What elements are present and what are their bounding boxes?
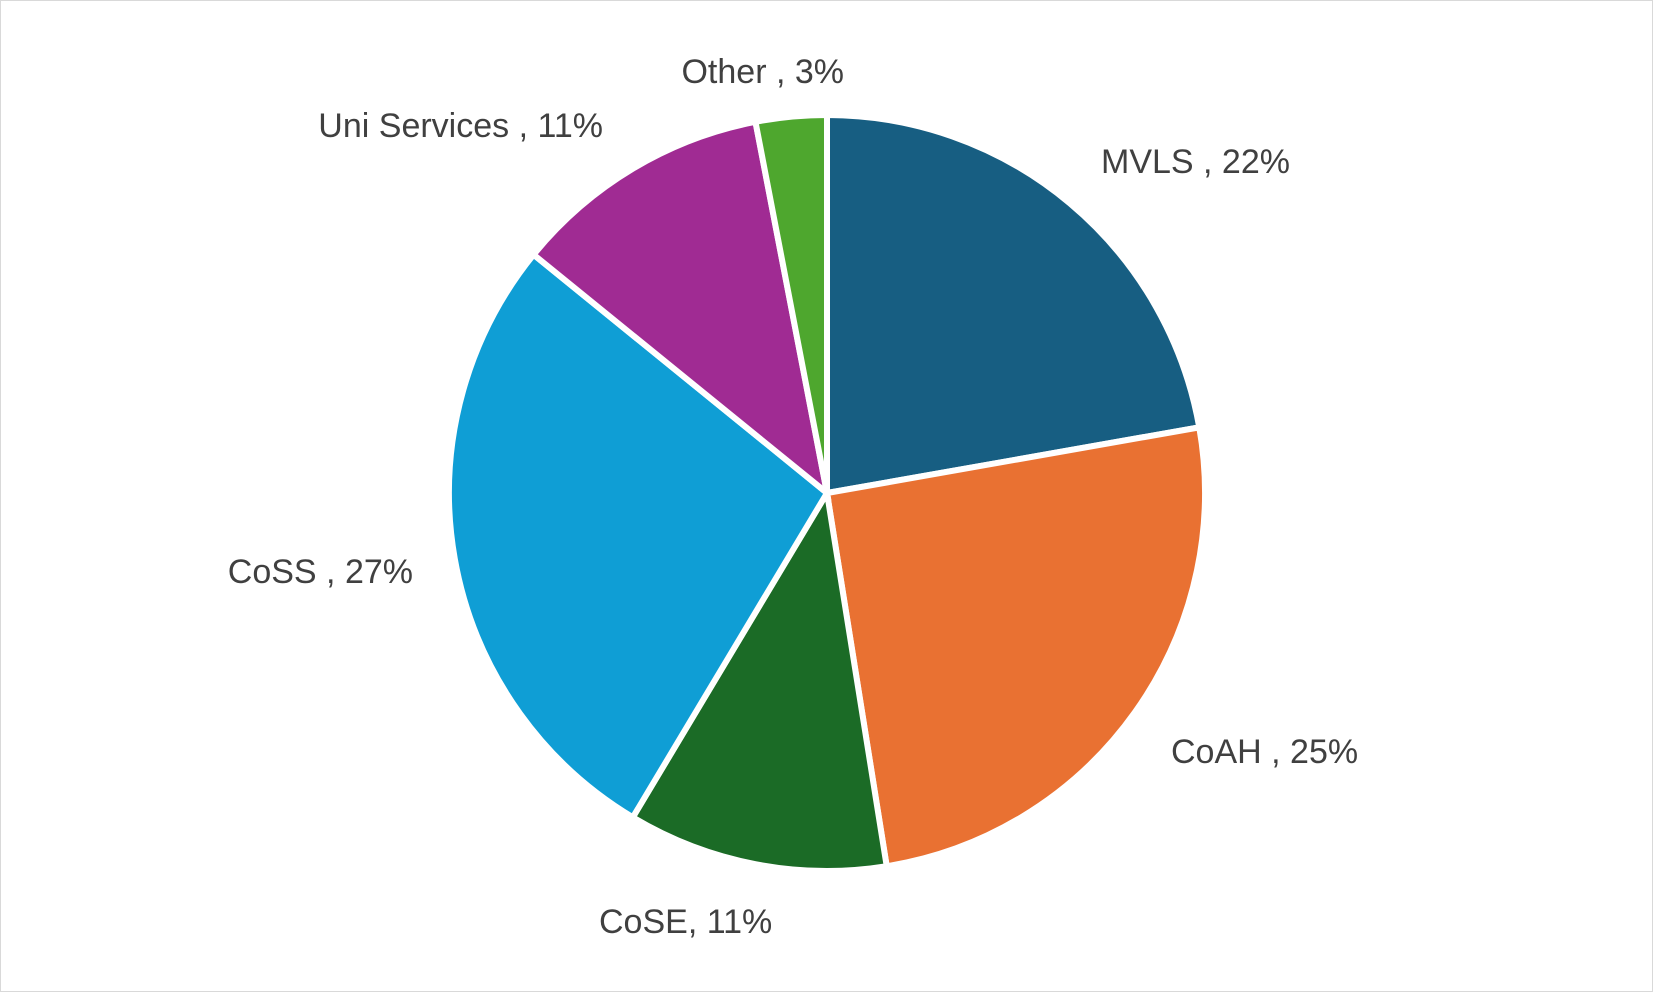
data-label-other: Other , 3% (681, 53, 844, 91)
data-label-mvls: MVLS , 22% (1101, 143, 1290, 181)
pie-slice-cose (628, 484, 891, 874)
data-label-coah: CoAH , 25% (1171, 733, 1358, 771)
pie-slice-mvls (824, 111, 1203, 497)
data-label-uni-services: Uni Services , 11% (318, 107, 603, 145)
pie-data-labels: MVLS , 22% CoAH , 25% CoSE, 11% CoSS , 27% U… (228, 53, 1358, 941)
pie-slice-other (751, 111, 830, 494)
pie-slice-uni-services (529, 118, 832, 501)
pie-slice-coss (446, 250, 831, 822)
pie-slice-coah (823, 423, 1208, 870)
data-label-cose: CoSE, 11% (599, 903, 772, 941)
data-label-coss: CoSS , 27% (228, 553, 413, 591)
pie-slices (446, 111, 1208, 874)
